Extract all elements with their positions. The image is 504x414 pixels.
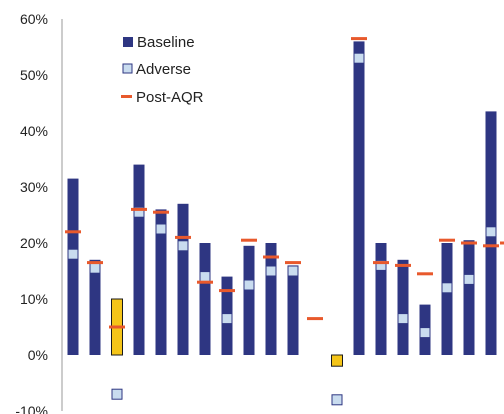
plot-area bbox=[65, 37, 504, 406]
marker-post-aqr bbox=[500, 241, 504, 245]
marker-adverse bbox=[177, 240, 189, 252]
bar-baseline bbox=[155, 209, 167, 355]
legend-swatch-baseline bbox=[123, 37, 133, 47]
marker-post-aqr bbox=[373, 261, 389, 265]
bar-baseline bbox=[287, 265, 299, 355]
bar-baseline bbox=[375, 243, 387, 355]
bar-baseline bbox=[177, 203, 189, 355]
bar-baseline bbox=[133, 164, 145, 355]
marker-adverse bbox=[419, 327, 431, 339]
legend-swatch-post-aqr bbox=[121, 95, 132, 98]
marker-post-aqr bbox=[153, 210, 169, 214]
y-tick-label: 60% bbox=[20, 11, 48, 27]
bar-baseline bbox=[331, 354, 343, 367]
marker-post-aqr bbox=[417, 272, 433, 276]
y-tick-label: 30% bbox=[20, 179, 48, 195]
marker-post-aqr bbox=[395, 263, 411, 267]
marker-post-aqr bbox=[241, 238, 257, 242]
marker-adverse bbox=[485, 226, 497, 238]
legend-swatch-adverse bbox=[122, 63, 133, 74]
marker-adverse bbox=[67, 248, 79, 260]
bar-baseline bbox=[463, 240, 475, 355]
marker-adverse bbox=[89, 262, 101, 274]
y-tick-label: 10% bbox=[20, 291, 48, 307]
marker-post-aqr bbox=[307, 317, 323, 321]
marker-adverse bbox=[155, 223, 167, 235]
marker-post-aqr bbox=[351, 37, 367, 41]
marker-post-aqr bbox=[87, 261, 103, 265]
marker-adverse bbox=[463, 273, 475, 285]
marker-adverse bbox=[265, 265, 277, 277]
legend-item-baseline: Baseline bbox=[123, 34, 195, 51]
y-tick-label: 20% bbox=[20, 235, 48, 251]
marker-post-aqr bbox=[285, 261, 301, 265]
marker-post-aqr bbox=[109, 325, 125, 329]
marker-post-aqr bbox=[197, 280, 213, 284]
legend-item-post-aqr: Post-AQR bbox=[121, 89, 204, 106]
marker-post-aqr bbox=[263, 255, 279, 259]
marker-adverse bbox=[397, 313, 409, 325]
legend: Baseline Adverse Post-AQR bbox=[121, 34, 204, 106]
marker-adverse bbox=[441, 282, 453, 294]
bar-baseline bbox=[89, 259, 101, 355]
marker-post-aqr bbox=[65, 230, 81, 234]
bar-baseline bbox=[243, 245, 255, 355]
bar-baseline bbox=[397, 259, 409, 355]
bar-baseline bbox=[265, 243, 277, 355]
legend-item-adverse: Adverse bbox=[122, 61, 191, 78]
legend-label-baseline: Baseline bbox=[137, 34, 195, 51]
marker-adverse bbox=[133, 206, 145, 218]
marker-post-aqr bbox=[439, 238, 455, 242]
marker-adverse bbox=[287, 265, 299, 277]
bar-baseline bbox=[67, 178, 79, 355]
marker-adverse bbox=[199, 271, 211, 283]
y-tick-label: 40% bbox=[20, 123, 48, 139]
marker-adverse bbox=[221, 313, 233, 325]
marker-post-aqr bbox=[131, 207, 147, 211]
marker-adverse bbox=[243, 279, 255, 291]
legend-label-adverse: Adverse bbox=[136, 61, 191, 78]
marker-adverse bbox=[353, 52, 365, 64]
marker-adverse bbox=[375, 259, 387, 271]
y-tick-label: 0% bbox=[28, 347, 48, 363]
bar-baseline bbox=[353, 41, 365, 356]
marker-post-aqr bbox=[219, 289, 235, 293]
marker-adverse bbox=[331, 394, 343, 406]
bar-baseline bbox=[441, 243, 453, 355]
y-tick-label: -10% bbox=[15, 403, 48, 414]
legend-label-post-aqr: Post-AQR bbox=[136, 89, 204, 106]
y-tick-label: 50% bbox=[20, 67, 48, 83]
y-tick-labels: -10% 0% 10% 20% 30% 40% 50% 60% bbox=[15, 11, 48, 414]
marker-post-aqr bbox=[461, 241, 477, 245]
marker-adverse bbox=[111, 388, 123, 400]
marker-post-aqr bbox=[483, 244, 499, 248]
bar-baseline bbox=[199, 243, 211, 355]
marker-post-aqr bbox=[175, 235, 191, 239]
